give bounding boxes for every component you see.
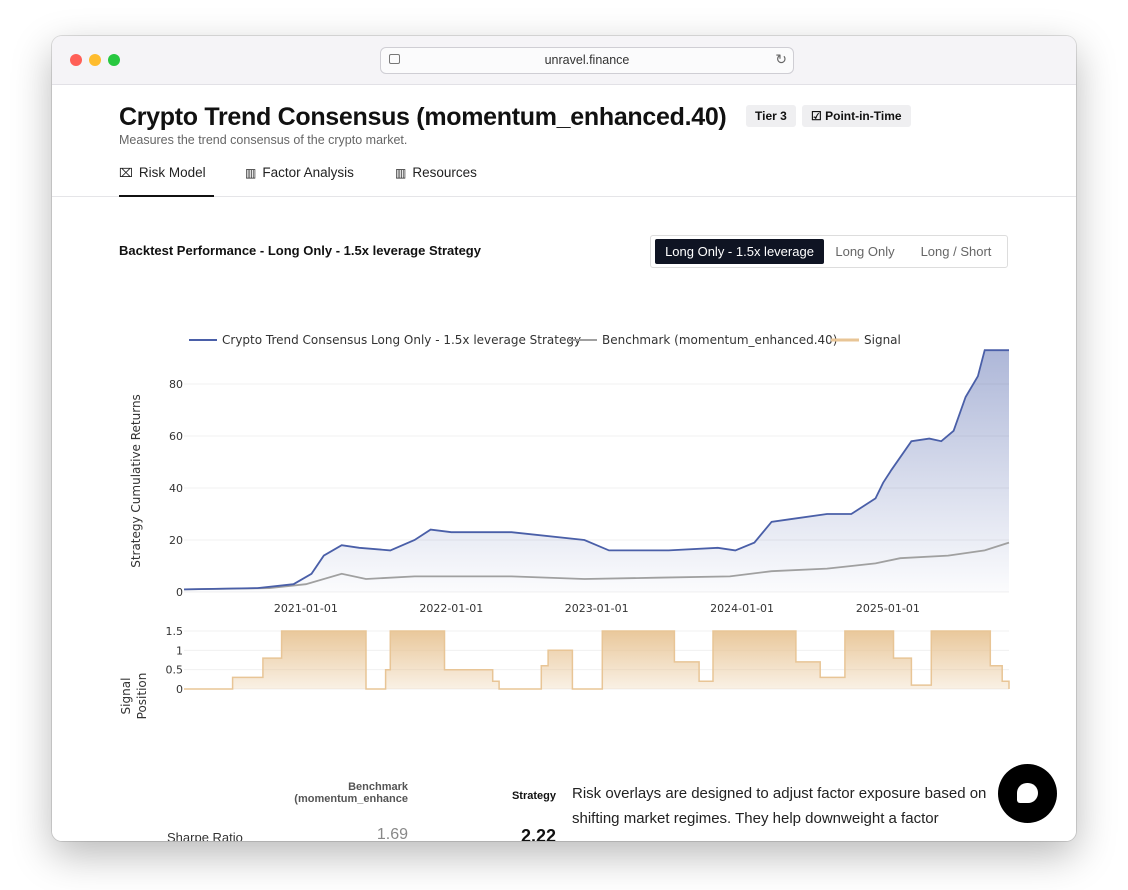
strategy-line: [183, 349, 1009, 591]
legend-signal-label[interactable]: Signal: [864, 333, 901, 347]
title-bar: unravel.finance ↻: [52, 36, 1076, 85]
checkbox-icon: ☑: [811, 109, 822, 123]
legend-strategy-label[interactable]: Crypto Trend Consensus Long Only - 1.5x …: [222, 333, 581, 347]
y-tick-label: 40: [169, 482, 183, 495]
signal-line: [184, 630, 1010, 690]
page-title: Crypto Trend Consensus (momentum_enhance…: [119, 103, 727, 131]
x-tick-label: 2024-01-01: [710, 602, 774, 615]
address-bar[interactable]: unravel.finance ↻: [380, 47, 794, 74]
signal-axis-label-line1: Signal: [119, 678, 133, 715]
point-in-time-label: Point-in-Time: [825, 109, 902, 123]
stat-sharpe-benchmark: 1.69: [376, 826, 408, 841]
tab-bar: ⌧ Risk Model ▥ Factor Analysis ▥ Resources: [52, 165, 1076, 197]
option-long-only-leverage[interactable]: Long Only - 1.5x leverage: [655, 239, 824, 264]
minimize-window-button[interactable]: [89, 54, 101, 66]
y-tick-label: 60: [169, 430, 183, 443]
stats-header-benchmark-line2: (momentum_enhance: [294, 793, 408, 805]
tier-badge: Tier 3: [746, 105, 796, 127]
url-text: unravel.finance: [544, 53, 630, 67]
tab-resources-label: Resources: [412, 165, 477, 180]
signal-area: [184, 631, 1009, 689]
page-subtitle: Measures the trend consensus of the cryp…: [119, 133, 408, 147]
option-long-only[interactable]: Long Only: [835, 244, 895, 259]
bar-chart-icon: ▥: [245, 166, 257, 180]
y-tick-label: 80: [169, 378, 183, 391]
signal-tick-label: 0: [176, 683, 183, 696]
stats-header-strategy: Strategy: [511, 790, 556, 802]
reload-icon[interactable]: ↻: [775, 51, 787, 67]
page-content: Crypto Trend Consensus (momentum_enhance…: [52, 85, 1076, 841]
chat-bubble-icon: [1017, 783, 1038, 803]
signal-tick-label: 0.5: [166, 664, 184, 677]
y-axis-label: Strategy Cumulative Returns: [129, 394, 143, 568]
y-tick-label: 0: [176, 586, 183, 599]
stats-header-benchmark-line1: Benchmark: [348, 781, 408, 793]
stat-sharpe-label: Sharpe Ratio: [167, 830, 243, 841]
legend-benchmark-label[interactable]: Benchmark (momentum_enhanced.40): [602, 333, 837, 347]
x-tick-label: 2022-01-01: [419, 602, 483, 615]
signal-axis-label-line2: Position: [135, 673, 149, 720]
strategy-toggle: Long Only - 1.5x leverage Long Only Long…: [650, 235, 1008, 268]
backtest-chart: Crypto Trend Consensus Long Only - 1.5x …: [119, 333, 1010, 720]
tab-overview-icon[interactable]: [389, 54, 400, 64]
risk-overlay-description: Risk overlays are designed to adjust fac…: [572, 785, 987, 827]
chart-legend: Crypto Trend Consensus Long Only - 1.5x …: [189, 333, 901, 347]
signal-tick-label: 1: [176, 644, 183, 657]
close-window-button[interactable]: [70, 54, 82, 66]
signal-tick-label: 1.5: [166, 625, 184, 638]
tab-factor-analysis[interactable]: ▥ Factor Analysis: [245, 165, 354, 196]
tab-risk-model[interactable]: ⌧ Risk Model: [119, 165, 214, 197]
backtest-title: Backtest Performance - Long Only - 1.5x …: [119, 243, 481, 258]
x-tick-label: 2023-01-01: [565, 602, 629, 615]
benchmark-line: [183, 541, 1010, 591]
stat-sharpe-strategy: 2.22: [520, 826, 556, 841]
point-in-time-badge: ☑ Point-in-Time: [802, 105, 911, 127]
chat-button[interactable]: [998, 764, 1057, 823]
zoom-window-button[interactable]: [108, 54, 120, 66]
bar-chart-icon: ▥: [395, 166, 407, 180]
option-long-short[interactable]: Long / Short: [920, 244, 992, 259]
x-tick-label: 2025-01-01: [856, 602, 920, 615]
tab-factor-analysis-label: Factor Analysis: [262, 165, 354, 180]
y-tick-label: 20: [169, 534, 183, 547]
browser-window: unravel.finance ↻ Crypto Trend Consensus…: [52, 36, 1076, 841]
tab-resources[interactable]: ▥ Resources: [395, 165, 477, 196]
x-tick-label: 2021-01-01: [274, 602, 338, 615]
tab-risk-model-label: Risk Model: [138, 165, 206, 180]
stats-header-benchmark: Benchmark (momentum_enhance: [272, 781, 408, 805]
risk-model-icon: ⌧: [119, 166, 133, 180]
strategy-area: [184, 350, 1009, 592]
